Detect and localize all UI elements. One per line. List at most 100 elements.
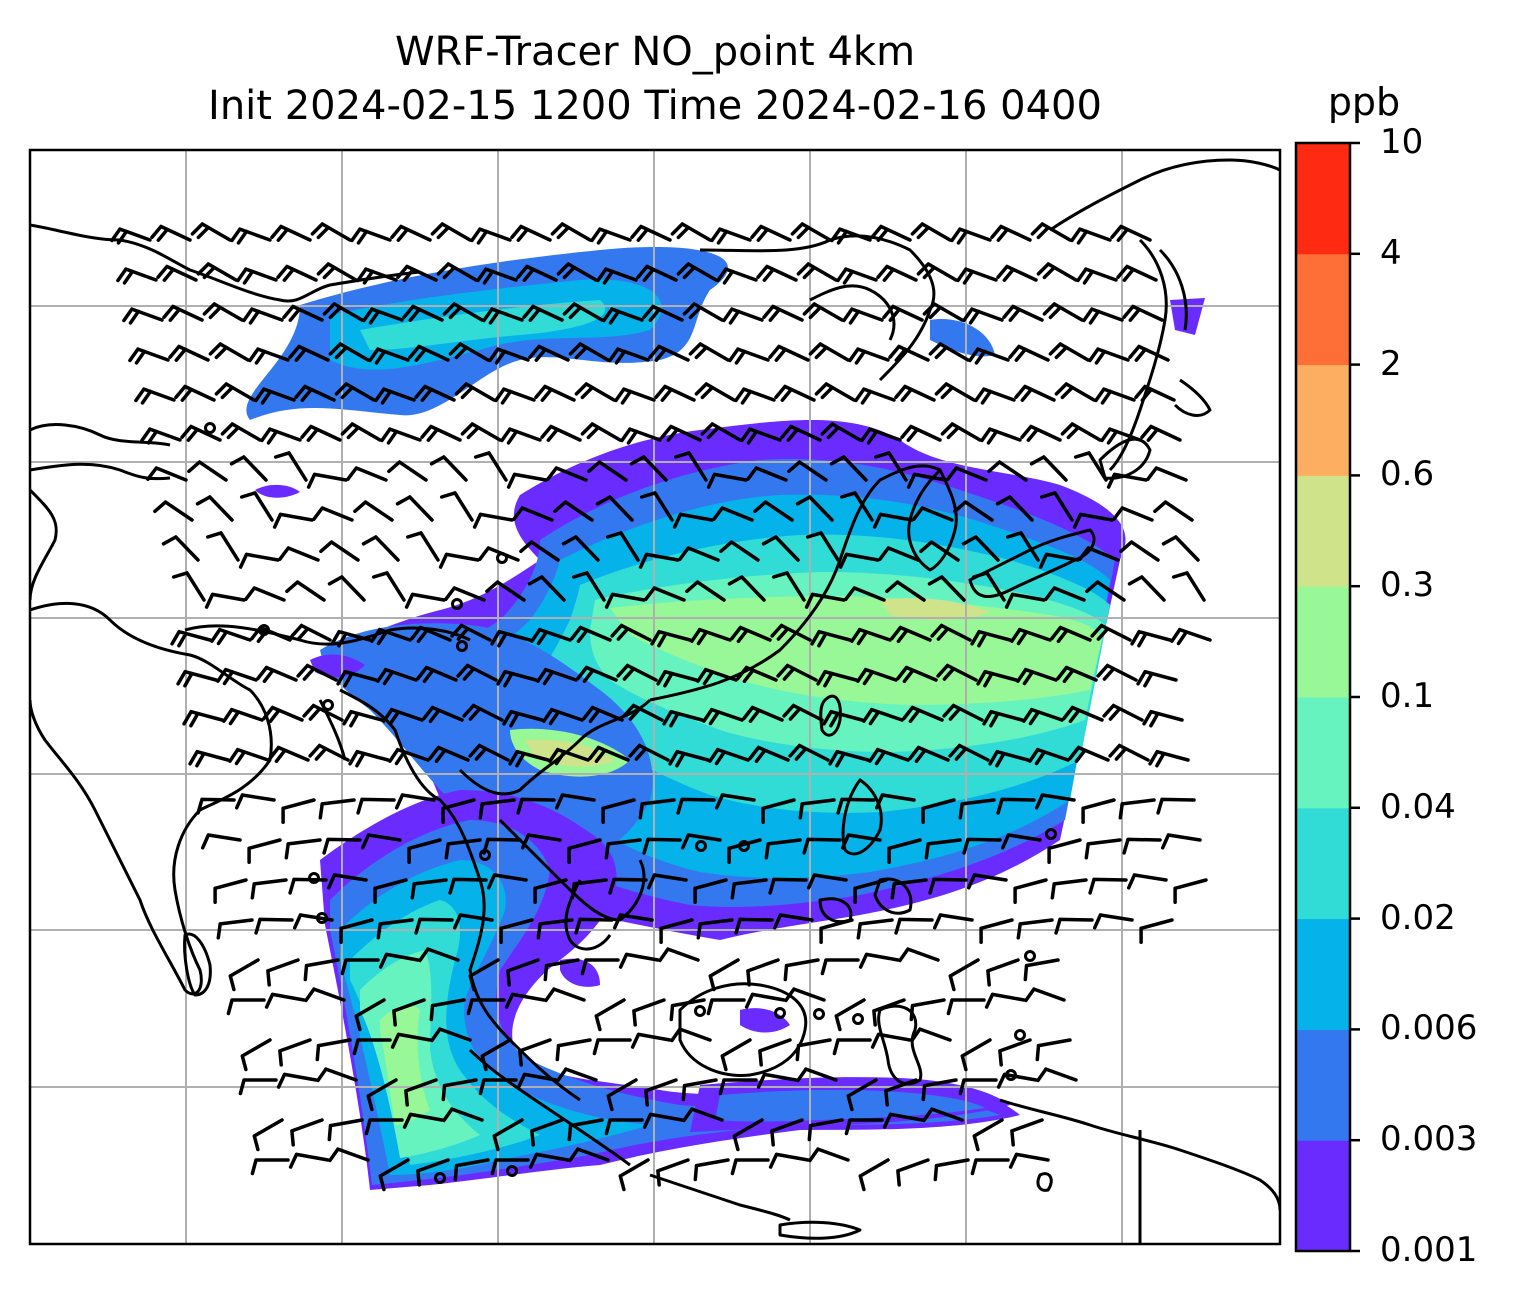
wind-barb (306, 472, 348, 489)
wind-barb (1156, 797, 1196, 815)
wind-barb (540, 424, 582, 442)
wind-barb (1014, 384, 1056, 402)
wind-barb (1050, 878, 1088, 900)
wind-barb (122, 307, 164, 325)
wind-barb (428, 745, 470, 764)
wind-calm-marker (456, 640, 468, 652)
wind-barb (972, 1118, 1004, 1152)
wind-barb (953, 500, 994, 522)
wind-barb (610, 623, 652, 642)
colorbar-segment (1296, 697, 1350, 809)
colorbar (1294, 141, 1360, 1253)
wind-barb (506, 958, 540, 987)
wind-barb (318, 798, 356, 820)
wind-barb (1084, 838, 1122, 860)
wind-barb (1116, 264, 1158, 282)
wind-barb (1022, 707, 1064, 726)
wind-barb (195, 495, 234, 522)
wind-barb (588, 745, 630, 764)
wind-barb (310, 222, 352, 242)
wind-barb (516, 797, 556, 815)
wind-barb (340, 958, 380, 976)
colorbar-segment (1296, 1140, 1350, 1252)
wind-barb (1134, 384, 1176, 402)
wind-barb (798, 798, 836, 820)
wind-barbs (110, 222, 1212, 1192)
wind-barb (285, 580, 326, 602)
wind-barb (656, 1158, 690, 1187)
colorbar-tick-label: 0.1 (1380, 676, 1435, 716)
wind-barb (376, 918, 414, 940)
wind-barb (1085, 580, 1126, 602)
wind-barb (478, 1078, 518, 1096)
wind-barb (706, 472, 748, 489)
wind-barb (650, 629, 692, 648)
wind-barb (960, 1038, 992, 1072)
wind-barb (868, 747, 910, 766)
wind-barb (182, 709, 224, 728)
wind-barb (908, 745, 950, 764)
wind-barb (171, 571, 206, 602)
wind-barb (567, 838, 602, 865)
wind-calm-marker (204, 422, 216, 434)
wind-barb (290, 1118, 324, 1147)
wind-barb (936, 663, 978, 682)
wind-barb (1000, 833, 1042, 850)
wind-barb (284, 838, 322, 860)
wind-barb (254, 387, 296, 405)
wind-barb (982, 709, 1024, 728)
wind-barb (568, 1147, 610, 1163)
wind-barb (374, 387, 416, 405)
wind-barb (404, 1078, 438, 1107)
wind-barb (240, 1038, 272, 1072)
wind-barb (850, 627, 892, 646)
wind-barb (1126, 873, 1168, 890)
wind-barb (856, 918, 894, 940)
colorbar-tick-label: 0.006 (1380, 1008, 1478, 1049)
wind-barb (608, 347, 650, 365)
wind-barb (688, 342, 730, 362)
wind-barb (238, 552, 280, 569)
wind-barb (485, 580, 526, 602)
wind-barb (987, 460, 1028, 482)
wind-barb (1140, 424, 1182, 442)
colorbar-tick-label: 10 (1380, 122, 1424, 162)
wind-barb (436, 262, 478, 282)
wind-barb (1070, 227, 1112, 245)
wind-barb (702, 707, 744, 726)
wind-barb (768, 344, 810, 362)
wind-barb (356, 797, 396, 815)
wind-barb (654, 384, 696, 402)
wind-barb (478, 798, 516, 820)
wind-barb (890, 878, 928, 900)
wind-barb (346, 466, 388, 482)
wind-barb (693, 878, 728, 905)
wind-barb (530, 627, 572, 646)
wind-barb (281, 798, 316, 825)
wind-barb (1112, 506, 1154, 522)
wind-barb (1118, 798, 1156, 820)
wind-barb (1108, 743, 1150, 762)
wind-barb (394, 793, 436, 810)
wind-barb (490, 629, 532, 648)
wind-barb (587, 460, 628, 482)
wind-barb (282, 304, 324, 322)
wind-barb (696, 667, 738, 686)
colorbar-segment (1296, 807, 1350, 920)
wind-barb (472, 512, 514, 529)
wind-barb (378, 1158, 410, 1192)
wind-barb (356, 267, 398, 285)
wind-barb (672, 512, 714, 529)
wind-barb (230, 227, 272, 245)
wind-barb (612, 913, 654, 930)
colorbar-segment (1296, 143, 1350, 255)
wind-calm-marker (1014, 1029, 1026, 1041)
wind-barb (222, 707, 264, 726)
wind-barb (644, 586, 686, 602)
wind-barb (682, 302, 724, 322)
wind-barb (414, 917, 454, 935)
wind-barb (276, 1072, 318, 1089)
wind-barb (910, 222, 952, 242)
wind-barb (430, 1027, 472, 1043)
wind-barb (315, 1038, 352, 1062)
